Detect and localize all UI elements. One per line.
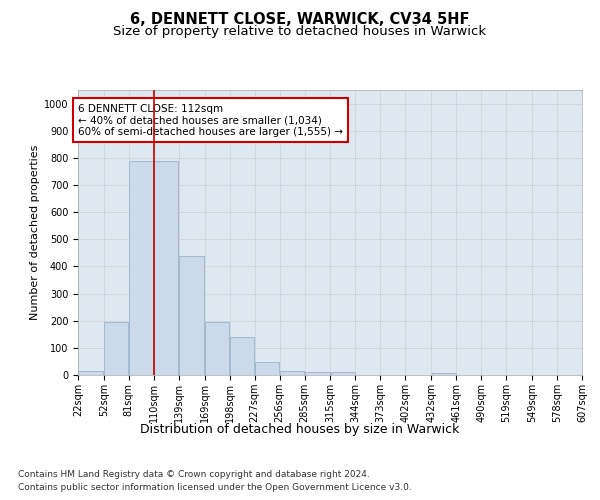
Text: 6 DENNETT CLOSE: 112sqm
← 40% of detached houses are smaller (1,034)
60% of semi: 6 DENNETT CLOSE: 112sqm ← 40% of detache… — [78, 104, 343, 137]
Bar — [205, 322, 229, 375]
Text: Size of property relative to detached houses in Warwick: Size of property relative to detached ho… — [113, 25, 487, 38]
Bar — [305, 372, 330, 375]
Bar — [431, 373, 456, 375]
Bar — [280, 371, 304, 375]
Bar — [154, 160, 178, 375]
Y-axis label: Number of detached properties: Number of detached properties — [29, 145, 40, 320]
Bar — [104, 322, 128, 375]
Text: Contains HM Land Registry data © Crown copyright and database right 2024.: Contains HM Land Registry data © Crown c… — [18, 470, 370, 479]
Text: Contains public sector information licensed under the Open Government Licence v3: Contains public sector information licen… — [18, 482, 412, 492]
Bar — [255, 362, 279, 375]
Bar — [230, 337, 254, 375]
Bar — [129, 160, 154, 375]
Bar — [331, 372, 355, 375]
Text: Distribution of detached houses by size in Warwick: Distribution of detached houses by size … — [140, 422, 460, 436]
Bar — [179, 256, 204, 375]
Text: 6, DENNETT CLOSE, WARWICK, CV34 5HF: 6, DENNETT CLOSE, WARWICK, CV34 5HF — [130, 12, 470, 28]
Bar — [79, 371, 103, 375]
